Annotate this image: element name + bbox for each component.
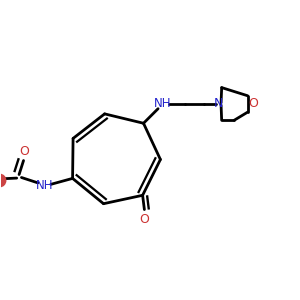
- Text: O: O: [248, 98, 258, 110]
- Text: NH: NH: [36, 179, 53, 192]
- Text: NH: NH: [154, 98, 172, 110]
- Text: O: O: [20, 145, 29, 158]
- Text: N: N: [214, 98, 224, 110]
- Text: O: O: [139, 213, 149, 226]
